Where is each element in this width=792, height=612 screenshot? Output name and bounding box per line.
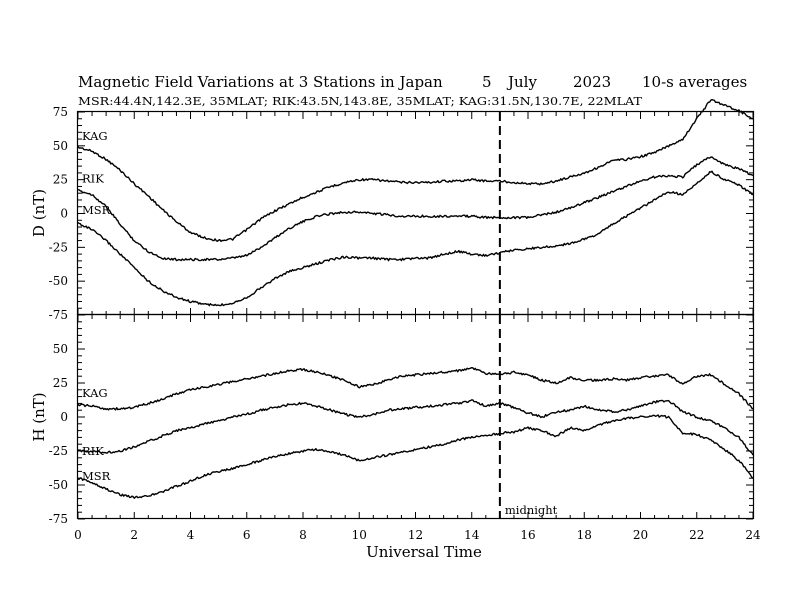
chart-title: Magnetic Field Variations at 3 Stations … <box>78 73 443 91</box>
y-tick-label: -25 <box>49 240 68 254</box>
x-tick-label: 16 <box>520 528 535 542</box>
series-label-kag: KAG <box>82 129 108 143</box>
series-label-rik: RIK <box>82 171 104 185</box>
chart-month: July <box>506 73 537 91</box>
chart-averaging: 10-s averages <box>642 73 747 91</box>
x-tick-label: 8 <box>299 528 307 542</box>
y-tick-label: 25 <box>53 376 68 390</box>
y-tick-label: 75 <box>53 105 68 119</box>
series-label-msr: MSR <box>82 469 111 483</box>
x-tick-label: 12 <box>408 528 423 542</box>
y-tick-label: 0 <box>60 410 68 424</box>
x-tick-label: 10 <box>352 528 367 542</box>
series-line-kag <box>77 99 754 243</box>
series-line-msr <box>78 414 754 499</box>
y-tick-label: -25 <box>49 444 68 458</box>
x-tick-label: 22 <box>689 528 704 542</box>
h-panel-ylabel: H (nT) <box>30 392 48 441</box>
y-tick-label: 50 <box>53 342 68 356</box>
x-tick-label: 0 <box>74 528 82 542</box>
x-axis-label: Universal Time <box>366 543 482 561</box>
x-axis-ticks: 0 2 4 6 8 10 12 14 16 18 20 22 24 <box>74 528 761 542</box>
x-tick-label: 24 <box>745 528 761 542</box>
x-tick-label: 4 <box>187 528 195 542</box>
d-panel-frame <box>76 110 755 316</box>
series-label-rik: RIK <box>82 444 104 458</box>
series-line-msr <box>77 170 754 307</box>
d-panel-series: KAG RIK MSR <box>77 99 754 307</box>
y-tick-label: -50 <box>49 478 68 492</box>
chart-year: 2023 <box>573 73 611 91</box>
y-tick-label: -75 <box>49 512 68 526</box>
x-tick-label: 14 <box>464 528 480 542</box>
y-tick-label: -75 <box>49 308 68 322</box>
series-line-rik <box>77 399 754 456</box>
series-label-msr: MSR <box>82 203 111 217</box>
y-tick-label: 50 <box>53 139 68 153</box>
station-list: MSR:44.4N,142.3E, 35MLAT; RIK:43.5N,143.… <box>78 94 642 108</box>
chart-day: 5 <box>482 73 492 91</box>
midnight-label: midnight <box>505 503 558 517</box>
y-tick-label: 25 <box>53 173 68 187</box>
d-panel-ticks: 75 50 25 0 -25 -50 -75 <box>49 105 754 322</box>
y-tick-label: 0 <box>60 207 68 221</box>
h-panel-ticks: 50 25 0 -25 -50 -75 <box>49 314 754 526</box>
x-tick-label: 6 <box>243 528 251 542</box>
y-tick-label: -50 <box>49 274 68 288</box>
x-tick-label: 2 <box>130 528 138 542</box>
h-panel-series: KAG RIK MSR <box>77 367 754 499</box>
series-line-kag <box>77 367 754 411</box>
d-panel-ylabel: D (nT) <box>30 189 48 237</box>
x-tick-label: 18 <box>577 528 592 542</box>
series-label-kag: KAG <box>82 386 108 400</box>
x-tick-label: 20 <box>633 528 648 542</box>
series-line-rik <box>77 156 754 262</box>
